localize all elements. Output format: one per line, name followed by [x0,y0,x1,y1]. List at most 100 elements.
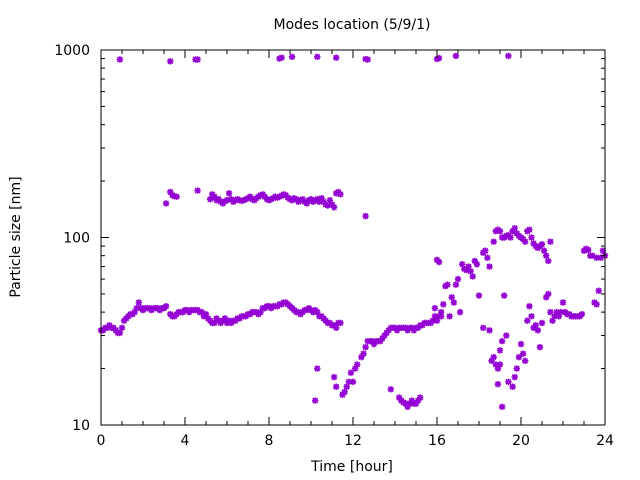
axis-ticks: 0 4 8 12 16 20 24 10 100 1000 [54,43,614,449]
data-point [211,193,218,200]
data-point [515,353,523,361]
data-point [364,56,371,63]
data-point [543,294,550,301]
data-point [362,212,369,220]
data-point [173,193,180,200]
data-point [463,266,470,274]
data-point [131,308,138,316]
data-point [408,397,415,404]
data-point [488,357,495,364]
data-point [444,281,451,288]
data-point [490,238,497,245]
data-point [314,53,321,60]
data-point [496,361,504,368]
plot-area [97,52,609,411]
data-point [486,327,493,334]
data-point [333,324,340,331]
data-point [257,192,264,199]
data-point [496,228,504,235]
data-point [547,308,554,316]
data-point [194,56,201,63]
data-point [314,365,321,372]
chart-title: Modes location (5/9/1) [274,17,431,33]
data-point [167,188,174,196]
data-point [450,299,457,306]
data-point [202,310,210,318]
x-tick-label: 16 [428,433,446,449]
data-point [333,54,340,61]
data-point [549,317,556,324]
data-point [522,238,529,245]
y-axis-label: Particle size [nm] [8,176,24,297]
data-point [324,202,331,209]
data-point [116,56,124,63]
data-point [494,365,502,372]
data-point [522,357,529,364]
data-point [513,365,520,372]
data-point [347,369,355,376]
x-tick-label: 0 [97,433,106,449]
data-point [278,54,285,61]
data-point [387,386,394,393]
data-point [467,268,474,275]
x-tick-label: 12 [344,433,362,449]
y-tick-label: 10 [72,418,90,434]
x-tick-label: 24 [596,433,614,449]
data-point [543,252,550,259]
data-point [318,195,325,202]
data-point [454,275,462,283]
data-point [597,254,604,261]
data-point [288,53,296,60]
data-point [551,313,558,320]
y-tick-label: 1000 [54,43,90,59]
data-point [198,308,205,316]
data-point [438,313,445,320]
data-point [593,301,600,308]
data-point [456,308,464,316]
data-point [559,299,567,306]
data-point [417,394,424,401]
data-point [459,261,466,268]
data-point [498,403,506,411]
data-point [314,308,321,316]
data-point [194,187,201,194]
data-point [540,247,548,254]
data-point [465,263,472,270]
data-point [360,350,367,357]
data-point [452,52,460,60]
data-point [433,317,441,324]
data-point [345,378,352,385]
data-point [547,238,554,245]
data-point [326,197,334,204]
data-point [519,350,527,357]
data-point [492,361,499,368]
data-point [257,308,264,316]
x-tick-label: 20 [512,433,530,449]
data-point [553,308,560,316]
data-point [276,55,283,62]
data-point [528,234,535,241]
data-point [448,294,455,301]
data-point [494,381,502,388]
data-point [589,252,596,259]
data-point [351,365,359,372]
data-point [135,299,142,306]
data-point [358,353,365,361]
data-point [517,340,525,348]
x-tick-label: 8 [265,433,274,449]
data-point [362,343,369,351]
data-point [452,281,460,288]
data-point [328,201,336,208]
data-point [528,313,535,320]
data-point [469,273,476,280]
data-point [379,335,386,342]
data-point [496,347,504,354]
data-point [312,397,319,404]
data-point [337,191,344,198]
data-point [162,200,170,207]
data-point [406,400,413,407]
data-point [526,226,533,233]
data-point [538,319,546,327]
data-point [337,319,344,327]
data-point [330,373,338,381]
